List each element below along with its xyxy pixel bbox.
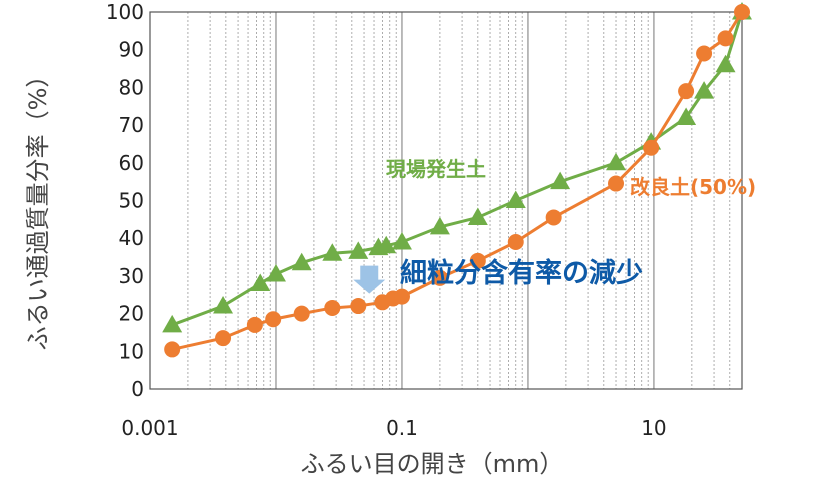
x-tick-label: 10 <box>641 416 666 440</box>
y-tick-labels: 0 10 20 30 40 50 60 70 80 90 100 <box>106 0 144 401</box>
data-point <box>348 241 369 259</box>
data-point <box>545 209 562 226</box>
y-tick-label: 100 <box>106 0 144 24</box>
x-tick-labels: 0.001 0.1 10 <box>121 416 666 440</box>
data-point <box>505 190 526 208</box>
data-point <box>164 341 181 358</box>
data-point <box>678 83 695 100</box>
annotation-fines-reduction: 細粒分含有率の減少 <box>400 257 643 289</box>
y-axis-title: ふるい通過質量分率（%） <box>24 64 52 351</box>
y-tick-label: 50 <box>119 189 144 213</box>
data-point <box>734 4 750 20</box>
data-point <box>469 252 486 269</box>
y-tick-label: 40 <box>119 226 144 250</box>
data-point <box>606 152 627 171</box>
data-point <box>507 233 524 250</box>
x-axis-title: ふるい目の開き（mm） <box>301 450 564 478</box>
grid-lines <box>149 12 743 389</box>
x-tick-label: 0.1 <box>386 416 418 440</box>
y-tick-label: 70 <box>119 113 144 137</box>
data-point <box>694 81 715 99</box>
y-tick-label: 80 <box>119 75 144 99</box>
series-layer <box>162 2 752 358</box>
y-tick-label: 20 <box>119 302 144 326</box>
y-tick-label: 30 <box>119 264 144 288</box>
data-point <box>467 207 488 225</box>
data-point <box>350 298 367 315</box>
series-2 <box>164 4 750 358</box>
data-point <box>608 175 625 192</box>
data-point <box>246 316 263 333</box>
data-point <box>550 171 571 190</box>
data-point <box>265 311 282 328</box>
data-point <box>213 296 234 314</box>
y-tick-label: 0 <box>131 377 144 401</box>
data-point <box>643 139 660 156</box>
y-tick-label: 90 <box>119 38 144 62</box>
data-point <box>376 235 397 254</box>
data-point <box>293 305 310 322</box>
data-point <box>250 273 271 291</box>
data-point <box>162 314 183 333</box>
data-point <box>265 264 286 282</box>
y-tick-label: 10 <box>119 339 144 363</box>
data-point <box>429 216 450 235</box>
data-point <box>715 54 736 73</box>
plot-area <box>149 11 743 390</box>
reduction-arrow-icon <box>353 265 386 294</box>
data-point <box>324 299 341 316</box>
data-point <box>696 45 713 62</box>
data-point <box>391 231 412 250</box>
data-point <box>676 107 697 126</box>
y-tick-label: 60 <box>119 151 144 175</box>
series-label-kairyo: 改良土(50%) <box>630 175 756 199</box>
data-point <box>393 288 410 305</box>
data-point <box>291 252 312 271</box>
data-point <box>215 330 232 347</box>
series-label-genba: 現場発生土 <box>386 157 486 181</box>
data-point <box>322 243 343 261</box>
data-point <box>431 269 448 286</box>
x-tick-label: 0.001 <box>121 416 178 440</box>
data-point <box>717 30 734 47</box>
